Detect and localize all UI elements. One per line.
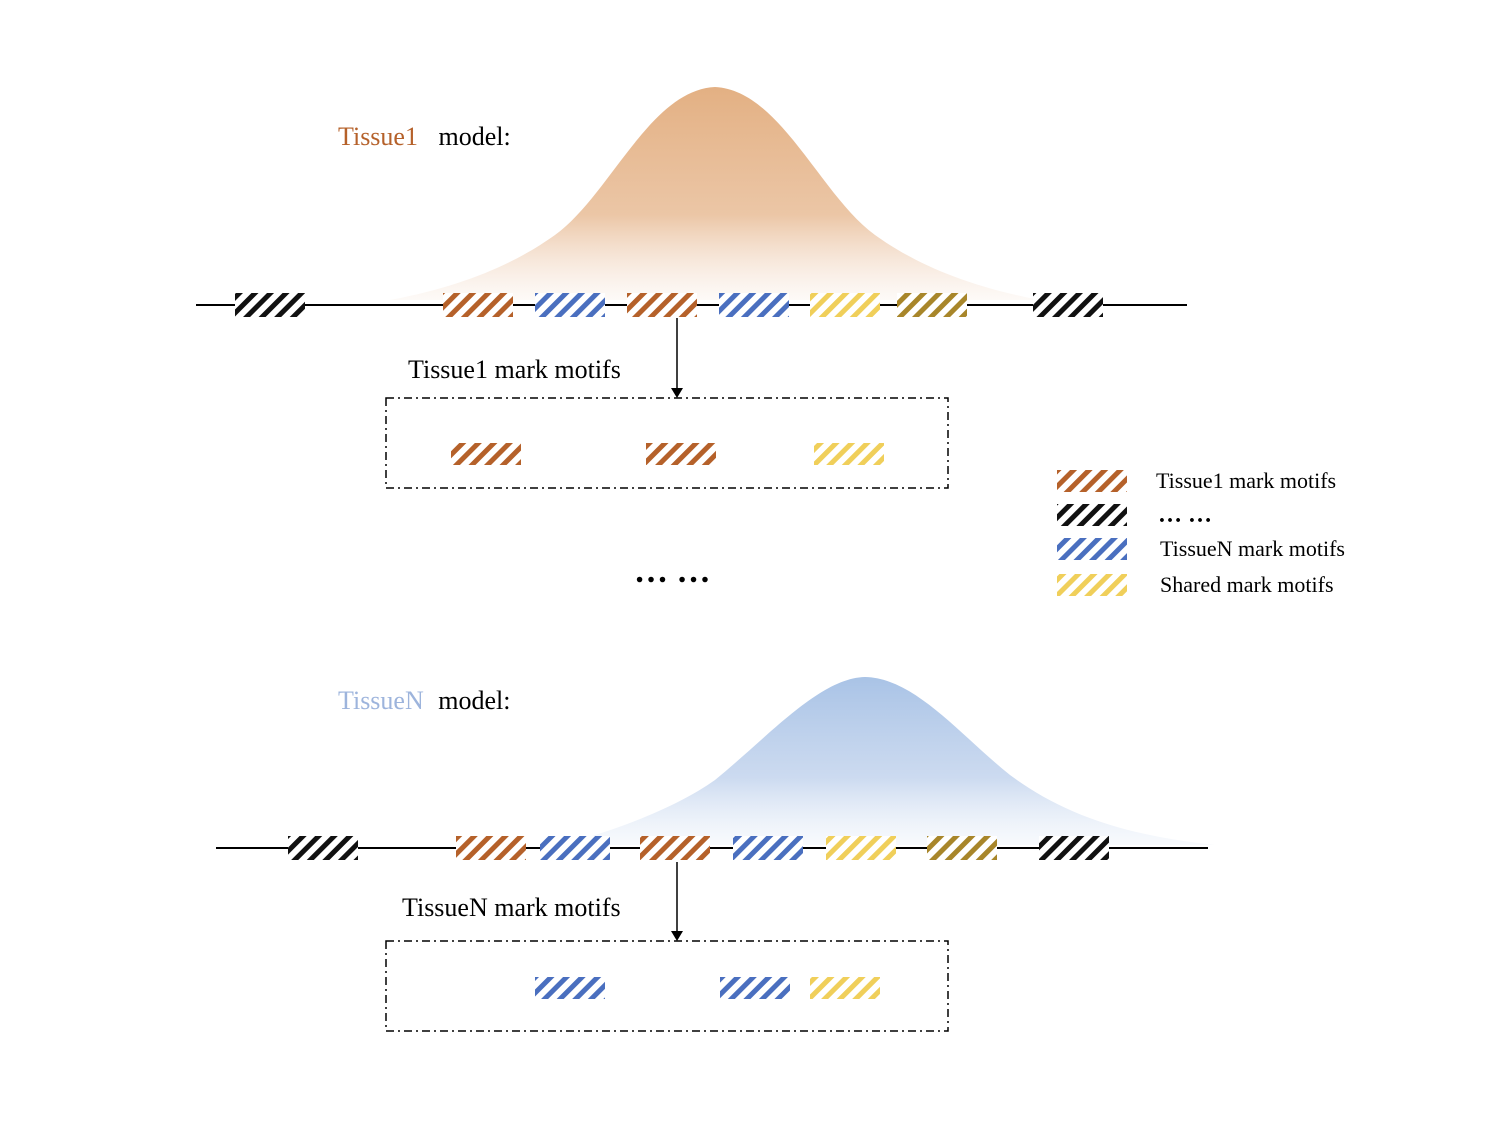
legend-swatch-tissue1: [1057, 470, 1127, 492]
legend-swatch-background: [1057, 504, 1127, 526]
tissueN-motif-tissue1: [640, 836, 710, 860]
tissueN-arrow-head: [671, 931, 683, 941]
tissueN-selected-box: [385, 940, 949, 1032]
tissueN-selected-shared: [810, 977, 880, 999]
tissueN-selected-tissueN: [720, 977, 790, 999]
tissue1-motif-tissue1: [627, 293, 697, 317]
tissue1-motif-tissueN: [719, 293, 789, 317]
tissueN-motif-background: [288, 836, 358, 860]
legend: Tissue1 mark motifs … … TissueN mark motif…: [1057, 468, 1345, 597]
tissue1-selected-shared: [814, 443, 884, 465]
tissueN-motif-tissueN: [540, 836, 610, 860]
legend-label: Shared mark motifs: [1160, 572, 1334, 597]
legend-swatch-shared: [1057, 574, 1127, 596]
tissue1-arrow-head: [671, 388, 683, 398]
tissue1-model-suffix: model:: [438, 122, 510, 151]
tissueN-model-panel: TissueN model: TissueN mark motifs: [216, 677, 1215, 1032]
tissueN-model-suffix: model:: [438, 686, 510, 715]
legend-swatch-tissueN: [1057, 538, 1127, 560]
legend-label: … …: [1158, 502, 1212, 528]
tissueN-motif-shared: [826, 836, 896, 860]
tissueN-motif-tissueN: [733, 836, 803, 860]
tissue1-selected-tissue1: [451, 443, 521, 465]
tissue1-motif-tissueN: [535, 293, 605, 317]
tissueN-selected-motifs: [535, 977, 880, 999]
tissueN-motif-background: [1039, 836, 1109, 860]
tissue1-sequence: [196, 293, 1187, 317]
tissueN-model-name: TissueN: [338, 686, 424, 715]
tissue1-motif-shared: [810, 293, 880, 317]
tissueN-sequence: [216, 836, 1208, 860]
tissueN-motif-other_shared: [927, 836, 997, 860]
tissue1-model-label: Tissue1 model:: [338, 122, 511, 151]
tissue1-arrow-label: Tissue1 mark motifs: [408, 355, 621, 384]
tissue1-selected-motifs: [451, 443, 884, 465]
tissueN-selected-tissueN: [535, 977, 605, 999]
tissue1-motif-other_shared: [897, 293, 967, 317]
tissue1-peak-curve: [390, 87, 1040, 300]
tissue1-selected-tissue1: [646, 443, 716, 465]
tissue1-model-panel: Tissue1 model: Tissue1 mark motifs: [196, 87, 1187, 489]
tissue1-model-name: Tissue1: [338, 122, 418, 151]
legend-label: Tissue1 mark motifs: [1156, 468, 1336, 493]
tissueN-peak-curve: [560, 677, 1215, 845]
tissue1-selected-box: [385, 397, 949, 489]
tissue1-motif-background: [235, 293, 305, 317]
model-separator-ellipsis: … …: [634, 553, 711, 590]
tissue1-motif-background: [1033, 293, 1103, 317]
tissue1-motif-tissue1: [443, 293, 513, 317]
tissueN-motif-tissue1: [456, 836, 526, 860]
tissueN-model-label: TissueN model:: [338, 686, 510, 715]
legend-label: TissueN mark motifs: [1160, 536, 1345, 561]
tissueN-arrow-label: TissueN mark motifs: [402, 893, 621, 922]
